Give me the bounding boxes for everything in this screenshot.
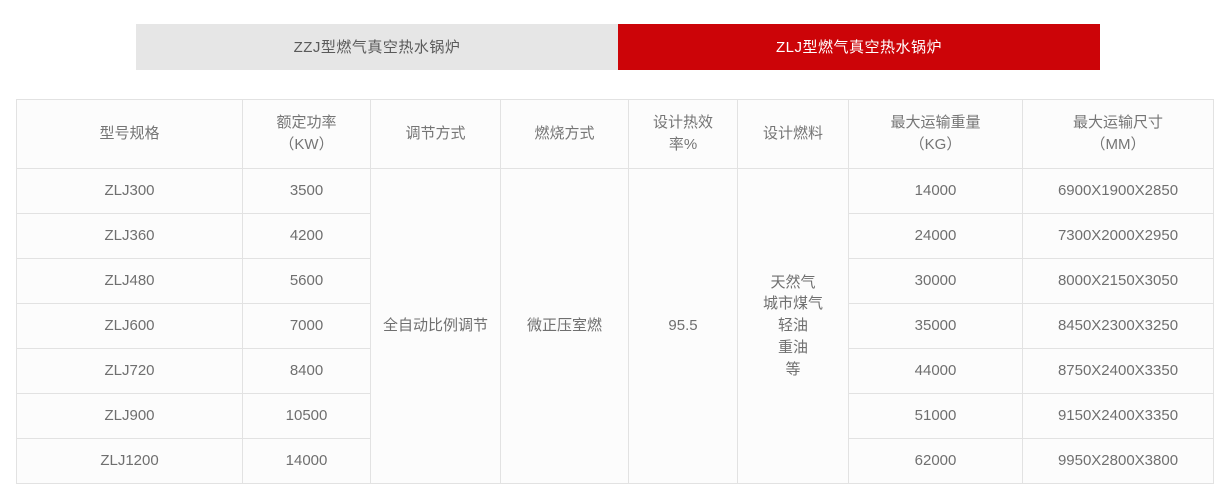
header-weight: 最大运输重量 （KG） xyxy=(848,99,1023,169)
cell-dimension: 7300X2000X2950 xyxy=(1022,213,1214,259)
spec-table: 型号规格 额定功率 （KW） 调节方式 燃烧方式 设计热效 率% xyxy=(16,99,1214,484)
spec-table-body: ZLJ300 3500 全自动比例调节 微正压室燃 95.5 天然气 城市煤气 轻油 重油等 14… xyxy=(16,168,1214,484)
header-efficiency: 设计热效 率% xyxy=(628,99,738,169)
table-row: ZLJ600 7000 35000 8450X2300X3250 xyxy=(16,303,1214,349)
header-dimension-line2: （MM） xyxy=(1090,136,1146,153)
cell-dimension: 8000X2150X3050 xyxy=(1022,258,1214,304)
cell-power: 5600 xyxy=(242,258,371,304)
header-dimension: 最大运输尺寸 （MM） xyxy=(1022,99,1214,169)
tab-zzj-boiler[interactable]: ZZJ型燃气真空热水锅炉 xyxy=(136,24,618,70)
cell-weight: 30000 xyxy=(848,258,1023,304)
cell-dimension: 8750X2400X3350 xyxy=(1022,348,1214,394)
table-row: ZLJ300 3500 全自动比例调节 微正压室燃 95.5 天然气 城市煤气 轻油 重油等 14… xyxy=(16,168,1214,484)
cell-weight: 44000 xyxy=(848,348,1023,394)
header-row: 型号规格 额定功率 （KW） 调节方式 燃烧方式 设计热效 率% xyxy=(16,99,1214,169)
cell-weight: 35000 xyxy=(848,303,1023,349)
cell-power: 14000 xyxy=(242,438,371,484)
header-power-line2: （KW） xyxy=(279,136,334,153)
header-adjust-mode: 调节方式 xyxy=(370,99,501,169)
header-efficiency-line2: 率% xyxy=(668,136,698,153)
cell-power: 8400 xyxy=(242,348,371,394)
cell-efficiency: 95.5 xyxy=(628,168,738,484)
header-power: 额定功率 （KW） xyxy=(242,99,371,169)
header-burn-mode: 燃烧方式 xyxy=(500,99,629,169)
table-row: ZLJ900 10500 51000 9150X2400X3350 xyxy=(16,393,1214,439)
cell-power: 4200 xyxy=(242,213,371,259)
table-row: ZLJ480 5600 30000 8000X2150X3050 xyxy=(16,258,1214,304)
header-model-line1: 型号规格 xyxy=(99,125,160,143)
cell-dimension: 6900X1900X2850 xyxy=(1022,168,1214,214)
header-efficiency-line1: 设计热效 xyxy=(652,114,713,132)
cell-model: ZLJ300 xyxy=(16,168,243,214)
cell-model: ZLJ600 xyxy=(16,303,243,349)
cell-dimension: 9150X2400X3350 xyxy=(1022,393,1214,439)
cell-weight: 14000 xyxy=(848,168,1023,214)
cell-power: 7000 xyxy=(242,303,371,349)
cell-model: ZLJ900 xyxy=(16,393,243,439)
header-model: 型号规格 xyxy=(16,99,243,169)
product-tab-bar: ZZJ型燃气真空热水锅炉 ZLJ型燃气真空热水锅炉 xyxy=(136,24,1100,70)
header-adjust-mode-line1: 调节方式 xyxy=(405,125,466,143)
header-power-line1: 额定功率 xyxy=(276,114,337,132)
cell-dimension: 8450X2300X3250 xyxy=(1022,303,1214,349)
cell-model: ZLJ1200 xyxy=(16,438,243,484)
header-weight-line2: （KG） xyxy=(909,136,962,153)
cell-weight: 62000 xyxy=(848,438,1023,484)
table-row: ZLJ1200 14000 62000 9950X2800X3800 xyxy=(16,438,1214,484)
tab-zlj-boiler[interactable]: ZLJ型燃气真空热水锅炉 xyxy=(618,24,1100,70)
cell-fuel-line: 等 xyxy=(785,360,801,378)
header-fuel: 设计燃料 xyxy=(737,99,849,169)
cell-dimension: 9950X2800X3800 xyxy=(1022,438,1214,484)
cell-fuel: 天然气城市煤气轻油重油等 xyxy=(737,168,849,484)
table-row: ZLJ360 4200 24000 7300X2000X2950 xyxy=(16,213,1214,259)
spec-table-container: 型号规格 额定功率 （KW） 调节方式 燃烧方式 设计热效 率% xyxy=(16,99,1214,484)
cell-model: ZLJ480 xyxy=(16,258,243,304)
table-row: ZLJ720 8400 44000 8750X2400X3350 xyxy=(16,348,1214,394)
cell-model: ZLJ720 xyxy=(16,348,243,394)
cell-fuel-line: 城市煤气 xyxy=(762,295,823,313)
cell-fuel-line: 重油 xyxy=(777,338,808,356)
header-dimension-line1: 最大运输尺寸 xyxy=(1072,114,1163,132)
cell-weight: 24000 xyxy=(848,213,1023,259)
header-burn-mode-line1: 燃烧方式 xyxy=(534,125,595,143)
cell-model: ZLJ360 xyxy=(16,213,243,259)
cell-fuel-line: 轻油 xyxy=(777,317,808,335)
cell-adjust-mode: 全自动比例调节 xyxy=(370,168,501,484)
cell-power: 3500 xyxy=(242,168,371,214)
cell-burn-mode: 微正压室燃 xyxy=(500,168,629,484)
header-fuel-line1: 设计燃料 xyxy=(762,125,823,143)
cell-weight: 51000 xyxy=(848,393,1023,439)
tab-zzj-boiler-label: ZZJ型燃气真空热水锅炉 xyxy=(293,38,461,56)
spec-table-head: 型号规格 额定功率 （KW） 调节方式 燃烧方式 设计热效 率% xyxy=(16,99,1214,169)
cell-fuel-line: 天然气 xyxy=(770,273,816,291)
header-weight-line1: 最大运输重量 xyxy=(890,114,981,132)
cell-power: 10500 xyxy=(242,393,371,439)
tab-zlj-boiler-label: ZLJ型燃气真空热水锅炉 xyxy=(775,38,942,56)
